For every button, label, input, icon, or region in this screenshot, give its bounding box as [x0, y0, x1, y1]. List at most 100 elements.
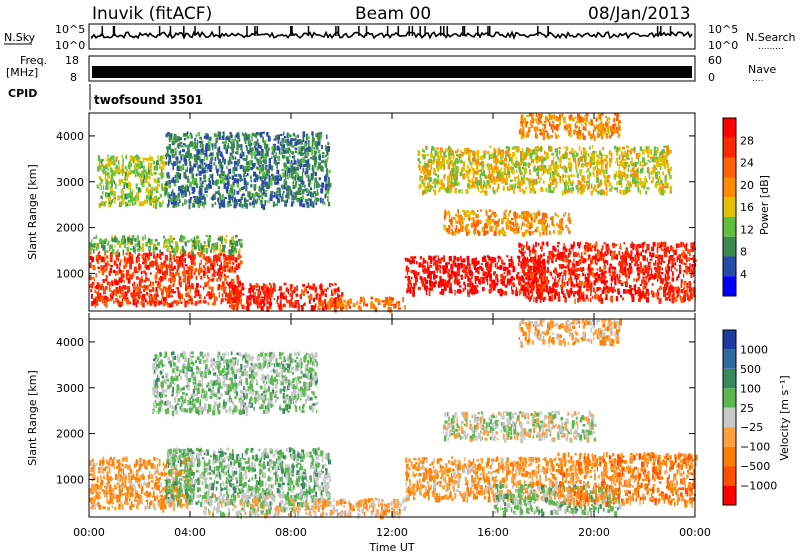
echo-cell	[383, 303, 386, 308]
echo-cell	[424, 277, 427, 280]
echo-cell	[516, 275, 520, 278]
echo-cell	[172, 164, 175, 171]
echo-cell	[235, 258, 238, 263]
echo-cell	[204, 271, 208, 275]
echo-cell	[185, 270, 187, 275]
echo-cell	[469, 269, 472, 276]
echo-cell	[624, 262, 628, 266]
echo-cell	[539, 289, 542, 294]
echo-cell	[444, 279, 447, 285]
echo-cell	[341, 302, 344, 305]
echo-cell	[118, 266, 121, 270]
echo-cell	[184, 199, 188, 204]
echo-cell	[197, 132, 201, 137]
echo-cell	[281, 199, 284, 202]
echo-cell	[124, 242, 126, 249]
echo-cell	[132, 197, 136, 201]
echo-cell	[170, 295, 174, 298]
echo-cell	[600, 279, 604, 284]
echo-cell	[605, 285, 609, 289]
echo-cell	[231, 175, 234, 181]
echo-cell	[530, 287, 533, 291]
echo-cell	[620, 265, 623, 270]
echo-cell	[112, 269, 116, 274]
echo-cell	[279, 292, 283, 299]
echo-cell	[686, 266, 691, 273]
echo-cell	[640, 269, 644, 274]
echo-cell	[691, 264, 694, 268]
echo-cell	[91, 301, 94, 306]
echo-cell	[453, 262, 457, 266]
echo-cell	[234, 249, 238, 254]
echo-cell	[487, 266, 490, 271]
echo-cell	[490, 279, 493, 285]
echo-cell	[333, 307, 336, 313]
echo-cell	[553, 282, 556, 287]
echo-cell	[358, 305, 361, 310]
echo-cell	[612, 242, 616, 247]
echo-cell	[264, 284, 268, 290]
echo-cell	[671, 294, 674, 300]
echo-cell	[197, 290, 200, 296]
echo-cell	[180, 150, 182, 154]
echo-cell	[244, 166, 247, 169]
echo-cell	[292, 290, 296, 294]
echo-cell	[672, 289, 675, 296]
echo-cell	[534, 229, 537, 232]
echo-cell	[553, 248, 557, 252]
echo-cell	[628, 272, 630, 279]
echo-cell	[239, 174, 242, 178]
echo-cell	[463, 217, 465, 221]
echo-cell	[262, 299, 265, 304]
echo-cell	[611, 251, 614, 254]
echo-cell	[225, 235, 228, 238]
echo-cell	[125, 258, 128, 263]
echo-cell	[524, 218, 528, 222]
echo-cell	[450, 265, 454, 270]
echo-cell	[136, 244, 139, 247]
echo-cell	[218, 146, 221, 153]
echo-cell	[132, 296, 134, 303]
echo-cell	[682, 273, 685, 278]
echo-cell	[228, 138, 231, 143]
echo-cell	[284, 199, 286, 206]
echo-cell	[644, 269, 647, 274]
echo-cell	[594, 273, 598, 277]
echo-cell	[548, 295, 552, 302]
echo-cell	[639, 283, 642, 286]
echo-cell	[227, 268, 230, 273]
echo-cell	[583, 286, 585, 289]
echo-cell	[256, 303, 259, 309]
echo-cell	[95, 255, 99, 261]
echo-cell	[606, 249, 609, 255]
echo-cell	[571, 262, 575, 268]
echo-cell	[661, 254, 664, 261]
echo-cell	[255, 282, 259, 287]
echo-cell	[142, 289, 146, 292]
echo-cell	[132, 301, 136, 306]
echo-cell	[181, 245, 184, 251]
echo-cell	[238, 160, 241, 163]
echo-cell	[221, 293, 224, 297]
echo-cell	[417, 286, 421, 291]
echo-cell	[94, 296, 98, 301]
echo-cell	[692, 292, 696, 297]
echo-cell	[573, 293, 575, 297]
echo-cell	[564, 248, 568, 252]
echo-cell	[324, 299, 327, 305]
echo-cell	[314, 303, 317, 307]
echo-cell	[307, 198, 311, 202]
echo-cell	[107, 297, 109, 302]
echo-cell	[540, 246, 543, 250]
echo-cell	[137, 161, 140, 164]
echo-cell	[466, 231, 469, 236]
echo-cell	[448, 268, 450, 273]
echo-cell	[261, 163, 265, 170]
echo-cell	[192, 245, 195, 248]
echo-cell	[268, 164, 272, 170]
echo-cell	[154, 274, 158, 280]
echo-cell	[627, 269, 631, 274]
echo-cell	[104, 238, 108, 242]
echo-cell	[493, 257, 496, 263]
echo-cell	[134, 248, 136, 255]
